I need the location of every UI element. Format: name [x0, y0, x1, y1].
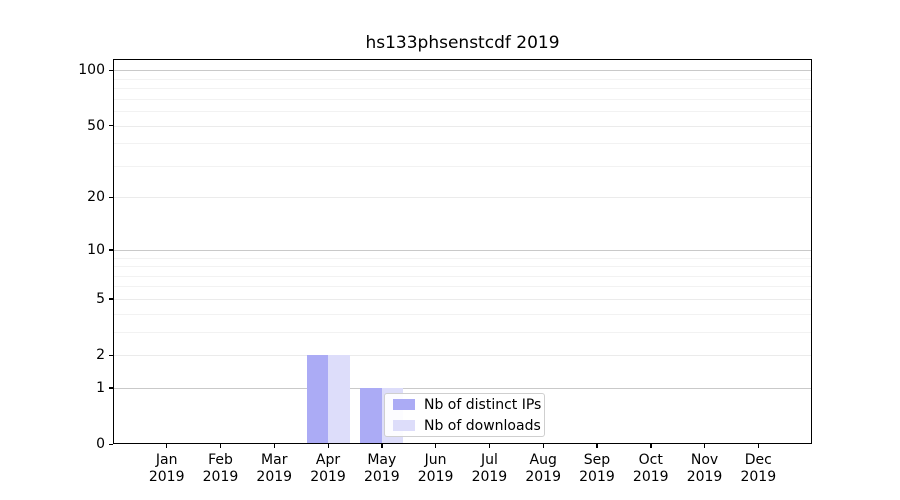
y-gridline	[113, 355, 812, 357]
x-tick-month: Jul	[480, 452, 498, 468]
bar-may-series0	[360, 387, 382, 444]
y-minor-gridline	[113, 275, 812, 277]
x-tick-year: 2019	[471, 469, 508, 485]
y-minor-gridline	[113, 143, 812, 145]
axes-spines	[113, 59, 812, 444]
x-tick-mark	[166, 444, 168, 448]
x-tick-mark	[273, 444, 276, 448]
y-tick-label: 1	[96, 379, 105, 396]
x-tick-label: Nov 2019	[673, 452, 737, 486]
legend: Nb of distinct IPs Nb of downloads	[384, 393, 545, 437]
y-minor-gridline	[113, 165, 812, 167]
y-tick-label: 100	[78, 62, 105, 79]
x-tick-label: May 2019	[350, 452, 414, 486]
x-tick-year: 2019	[417, 469, 454, 485]
y-tick-mark	[109, 443, 113, 445]
legend-label: Nb of downloads	[424, 417, 541, 434]
y-gridline	[113, 125, 812, 127]
y-minor-gridline	[113, 313, 812, 315]
y-minor-gridline	[113, 88, 812, 90]
legend-item: Nb of distinct IPs	[393, 394, 541, 415]
x-tick-year: 2019	[310, 469, 346, 485]
legend-item: Nb of downloads	[393, 415, 541, 436]
x-tick-label: Jul 2019	[457, 452, 521, 486]
y-major-gridline	[113, 387, 812, 389]
x-tick-year: 2019	[363, 469, 400, 485]
x-tick-month: Sep	[583, 452, 611, 468]
x-tick-year: 2019	[686, 469, 723, 485]
y-minor-gridline	[113, 111, 812, 113]
x-tick-mark	[381, 444, 383, 448]
x-tick-month: Jan	[155, 452, 178, 468]
x-tick-year: 2019	[632, 469, 669, 485]
chart-title: hs133phsenstcdf 2019	[365, 33, 560, 53]
x-tick-month: Aug	[529, 452, 557, 468]
y-minor-gridline	[113, 257, 812, 259]
y-minor-gridline	[113, 78, 812, 80]
legend-swatch	[393, 399, 415, 410]
x-tick-year: 2019	[202, 469, 239, 485]
y-tick-mark	[109, 196, 113, 199]
x-tick-label: Feb 2019	[188, 452, 252, 486]
x-tick-mark	[542, 444, 544, 448]
x-tick-mark	[704, 444, 706, 448]
x-tick-month: Oct	[638, 452, 663, 468]
x-tick-month: Apr	[315, 452, 341, 468]
x-tick-mark	[435, 444, 437, 448]
y-tick-mark	[109, 298, 113, 300]
x-tick-mark	[327, 444, 329, 448]
x-tick-mark	[488, 444, 491, 448]
x-tick-label: Sep 2019	[565, 452, 629, 486]
y-tick-mark	[109, 387, 113, 389]
x-tick-mark	[219, 444, 222, 448]
x-tick-year: 2019	[256, 469, 293, 485]
y-tick-mark	[109, 249, 113, 251]
bar-apr-series0	[306, 355, 329, 444]
y-minor-gridline	[113, 286, 812, 288]
y-minor-gridline	[113, 98, 812, 100]
y-major-gridline	[113, 70, 812, 72]
x-tick-month: May	[367, 452, 397, 468]
x-tick-year: 2019	[148, 469, 185, 485]
y-tick-mark	[109, 354, 113, 356]
x-tick-month: Jun	[424, 452, 447, 468]
x-tick-year: 2019	[579, 469, 615, 485]
x-tick-label: Apr 2019	[296, 452, 360, 486]
y-tick-label: 5	[96, 290, 105, 307]
y-gridline	[113, 298, 812, 300]
y-major-gridline	[113, 249, 812, 251]
x-tick-label: Jan 2019	[135, 452, 199, 486]
bar-apr-series1	[328, 355, 350, 444]
x-tick-label: Jun 2019	[404, 452, 468, 486]
x-tick-year: 2019	[525, 469, 561, 485]
y-tick-label: 20	[87, 189, 105, 206]
plot-area	[113, 59, 812, 444]
y-tick-mark	[109, 125, 113, 127]
x-tick-month: Dec	[744, 452, 772, 468]
x-tick-month: Nov	[690, 452, 719, 468]
y-tick-label: 50	[87, 117, 105, 134]
x-tick-label: Dec 2019	[726, 452, 790, 486]
y-minor-gridline	[113, 266, 812, 268]
x-tick-month: Mar	[261, 452, 288, 468]
legend-label: Nb of distinct IPs	[424, 396, 542, 413]
x-tick-mark	[650, 444, 652, 448]
legend-swatch	[393, 420, 415, 431]
y-tick-label: 10	[87, 241, 105, 258]
y-tick-label: 2	[96, 347, 105, 364]
x-tick-label: Mar 2019	[242, 452, 306, 486]
y-minor-gridline	[113, 331, 812, 333]
x-tick-month: Feb	[208, 452, 233, 468]
x-tick-year: 2019	[740, 469, 777, 485]
x-tick-label: Oct 2019	[619, 452, 683, 486]
x-tick-label: Aug 2019	[511, 452, 575, 486]
y-tick-label: 0	[96, 436, 105, 452]
x-tick-mark	[757, 444, 760, 448]
x-tick-mark	[596, 444, 598, 448]
y-gridline	[113, 197, 812, 199]
y-tick-mark	[109, 69, 113, 71]
